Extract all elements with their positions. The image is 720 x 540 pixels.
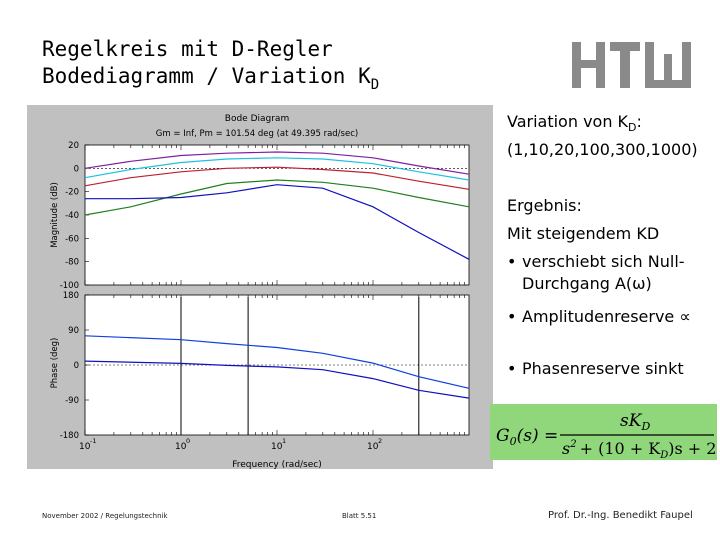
x-tick-label: 10 bbox=[271, 442, 283, 452]
bode-curves bbox=[84, 151, 470, 435]
footer-center: Blatt 5.51 bbox=[342, 512, 377, 520]
magnitude-curve-1 bbox=[84, 157, 470, 181]
phase-tick-label: -180 bbox=[60, 431, 79, 441]
mag-tick-label: -80 bbox=[65, 258, 79, 268]
plot-axes bbox=[84, 144, 470, 436]
formula-graphic: G0(s) = sKD s2+ (10 + KD)s + 20 bbox=[496, 411, 720, 461]
bode-subheading: Gm = Inf, Pm = 101.54 deg (at 49.395 rad… bbox=[156, 129, 358, 139]
x-tick-exponent: 0 bbox=[186, 437, 190, 445]
mag-tick-label: 20 bbox=[68, 141, 79, 151]
bullet-dot: • bbox=[507, 307, 517, 326]
formula-numerator: sKD bbox=[620, 411, 650, 433]
x-axis-label: Frequency (rad/sec) bbox=[232, 460, 322, 469]
x-tick-label: 10 bbox=[79, 442, 91, 452]
footer-left: November 2002 / Regelungstechnik bbox=[42, 512, 168, 520]
mag-ylabel: Magnitude (dB) bbox=[50, 182, 60, 248]
bode-diagram: Bode Diagram Gm = Inf, Pm = 101.54 deg (… bbox=[50, 114, 470, 469]
title-line-1: Regelkreis mit D-Regler bbox=[42, 37, 333, 61]
variation-values: (1,10,20,100,300,1000) bbox=[507, 140, 698, 159]
x-tick-exponent: -1 bbox=[90, 437, 96, 445]
bullet-zero-crossing: • verschiebt sich Null-Durchgang A(ω) bbox=[507, 252, 685, 293]
bullet-gain-margin: • Amplitudenreserve ∝ bbox=[507, 307, 691, 326]
footer-right: Prof. Dr.-Ing. Benedikt Faupel bbox=[548, 510, 693, 521]
magnitude-plot-area bbox=[84, 144, 470, 286]
magnitude-curve-4 bbox=[85, 184, 470, 260]
bode-heading: Bode Diagram bbox=[225, 114, 289, 124]
htw-logo bbox=[572, 42, 691, 88]
mag-tick-label: -20 bbox=[65, 188, 79, 198]
mag-tick-label: -60 bbox=[65, 234, 79, 244]
formula-lhs: G0(s) = bbox=[496, 426, 558, 448]
variation-heading: Variation von KD: bbox=[507, 112, 642, 134]
magnitude-curve-3 bbox=[84, 179, 470, 216]
phase-tick-label: 0 bbox=[74, 361, 79, 371]
x-tick-label: 10 bbox=[367, 442, 379, 452]
phase-tick-label: 180 bbox=[63, 291, 79, 301]
title-line-2: Bodediagramm / Variation KD bbox=[42, 64, 380, 93]
result-line: Mit steigendem KD bbox=[507, 224, 660, 243]
x-tick-exponent: 1 bbox=[282, 437, 286, 445]
slide-title: Regelkreis mit D-Regler Bodediagramm / V… bbox=[42, 36, 379, 99]
phase-tick-label: -90 bbox=[65, 396, 79, 406]
bullet-phase-margin: • Phasenreserve sinkt bbox=[507, 359, 684, 378]
formula-denominator: s2+ (10 + KD)s + 20 bbox=[562, 439, 717, 460]
phase-ylabel: Phase (deg) bbox=[50, 338, 60, 389]
bullet-dot: • bbox=[507, 252, 517, 271]
transfer-function-formula: G0(s) = sKD s2+ (10 + KD)s + 20 bbox=[490, 404, 720, 461]
x-tick-label: 10 bbox=[175, 442, 187, 452]
magnitude-curve-2 bbox=[84, 166, 470, 190]
x-tick-exponent: 2 bbox=[378, 437, 382, 445]
tick-labels: 200-20-40-60-80-100180900-90-18010-11001… bbox=[60, 141, 382, 452]
mag-tick-label: -100 bbox=[60, 281, 79, 291]
phase-tick-label: 90 bbox=[68, 326, 79, 336]
phase-curve-5 bbox=[84, 335, 470, 389]
phase-curve-4 bbox=[84, 360, 470, 399]
magnitude-curve-0 bbox=[84, 151, 470, 175]
bode-figure: Bode Diagram Gm = Inf, Pm = 101.54 deg (… bbox=[27, 105, 493, 469]
bullet-dot: • bbox=[507, 359, 517, 378]
mag-tick-label: 0 bbox=[74, 164, 79, 174]
mag-tick-label: -40 bbox=[65, 211, 79, 221]
result-heading: Ergebnis: bbox=[507, 196, 582, 215]
